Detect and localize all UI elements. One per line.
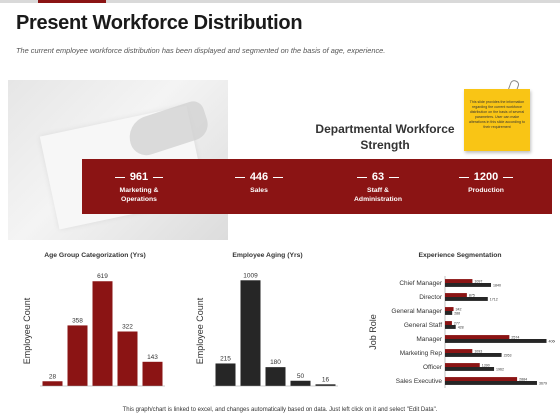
bar [445, 367, 495, 371]
data-label: 1009 [243, 272, 258, 279]
stat-staff: 63 Staff & Administration [323, 159, 433, 204]
y-axis-label: Job Role [368, 314, 378, 350]
data-label: 2574 [511, 336, 519, 340]
bar [445, 377, 518, 381]
age-group-chart: Employee Count 28 358 619 322 143 [22, 273, 165, 387]
category-label: Manager [416, 336, 442, 343]
bar [265, 367, 286, 386]
data-label: 1097 [474, 280, 482, 284]
data-label: 1390 [482, 364, 490, 368]
category-label: Officer [423, 364, 443, 371]
stat-sales: 446 Sales [204, 159, 314, 195]
stat-label: Marketing & Operations [119, 187, 159, 203]
stat-value: 1200 [431, 171, 541, 183]
data-label: 3679 [539, 382, 547, 386]
category-label: Sales Executive [396, 378, 443, 385]
bar [142, 361, 163, 386]
employee-aging-chart: Employee Count 215 1009 180 50 16 [195, 272, 338, 387]
y-axis-label: Employee Count [195, 297, 205, 364]
bar [92, 281, 113, 386]
department-title: Departmental Workforce Strength [315, 122, 455, 152]
stat-label: Production [468, 187, 504, 194]
data-label: 1840 [493, 284, 501, 288]
category-label: Director [419, 294, 443, 301]
bar [445, 349, 473, 353]
stat-label: Sales [250, 187, 268, 194]
data-label: 28 [49, 373, 57, 380]
bar [445, 335, 510, 339]
data-label: 322 [122, 324, 133, 331]
bar [445, 381, 537, 385]
category-label: Marketing Rep [400, 350, 443, 357]
bar [445, 339, 547, 343]
stat-value: 63 [323, 171, 433, 183]
page-subtitle: The current employee workforce distribut… [16, 46, 386, 55]
data-label: 215 [220, 355, 231, 362]
department-stats-band: 961 Marketing & Operations 446 Sales 63 S… [82, 159, 552, 214]
sticky-note: This slide provides the information rega… [464, 89, 530, 151]
stat-production: 1200 Production [431, 159, 541, 195]
category-label: General Staff [404, 322, 442, 329]
data-label: 4060 [549, 340, 556, 344]
bar [215, 363, 236, 386]
bar [445, 311, 453, 315]
category-label: General Manager [391, 308, 442, 315]
stat-label: Staff & Administration [354, 187, 402, 203]
category-label: Chief Manager [399, 280, 442, 287]
stat-value: 961 [84, 171, 194, 183]
data-label: 342 [456, 308, 462, 312]
data-label: 1093 [474, 350, 482, 354]
top-divider [0, 0, 560, 3]
bar [117, 331, 138, 386]
bar [67, 325, 88, 386]
footnote: This graph/chart is linked to excel, and… [122, 407, 438, 413]
chart-title-experience: Experience Segmentation [418, 252, 502, 259]
data-label: 180 [270, 359, 281, 366]
data-label: 288 [454, 312, 460, 316]
data-label: 358 [72, 317, 83, 324]
chart-title-age: Age Group Categorization (Yrs) [44, 252, 146, 259]
data-label: 428 [458, 326, 464, 330]
data-label: 2884 [519, 378, 527, 382]
bar [445, 293, 467, 297]
data-label: 875 [469, 294, 475, 298]
top-accent [38, 0, 106, 3]
data-label: 619 [97, 273, 108, 280]
data-label: 1962 [496, 368, 504, 372]
data-label: 277 [454, 322, 460, 326]
bar [445, 297, 488, 301]
bar [445, 353, 502, 357]
bar [445, 283, 491, 287]
data-label: 16 [322, 376, 330, 383]
data-label: 2263 [504, 354, 512, 358]
bar [445, 363, 480, 367]
data-label: 50 [297, 373, 305, 380]
bar [290, 380, 311, 386]
stat-value: 446 [204, 171, 314, 183]
stat-marketing: 961 Marketing & Operations [84, 159, 194, 204]
data-label: 143 [147, 354, 158, 361]
bar [42, 381, 63, 386]
y-axis-label: Employee Count [22, 297, 32, 364]
bar [445, 307, 454, 311]
bar [445, 279, 473, 283]
chart-title-aging: Employee Aging (Yrs) [232, 252, 303, 259]
bar [445, 325, 456, 329]
bar [445, 321, 452, 325]
page-title: Present Workforce Distribution [16, 12, 303, 34]
bar [315, 384, 336, 386]
experience-segmentation-chart: Job Role Chief Manager 1097 1840 Director 875… [368, 276, 556, 388]
data-label: 1712 [490, 298, 498, 302]
bar [240, 280, 261, 386]
